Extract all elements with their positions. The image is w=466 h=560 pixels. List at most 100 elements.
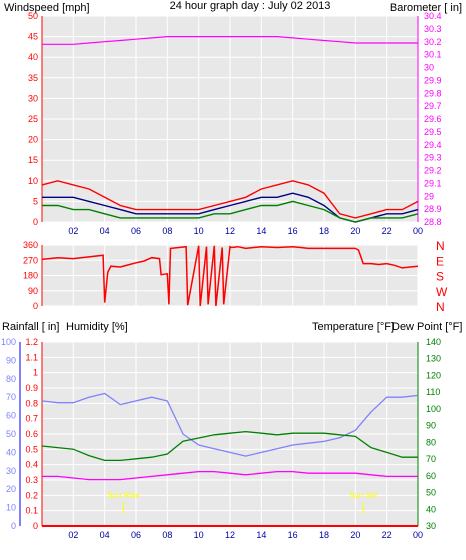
wind-gust-line — [41, 180, 419, 219]
compass-label: S — [436, 270, 444, 284]
rain-humidity-temperature-panel: 010203040506070809010000.10.20.30.40.50.… — [1, 337, 441, 540]
sun-marker-label: Sun Set — [349, 491, 378, 500]
y-tick-label: 0.7 — [25, 414, 38, 424]
y-tick-label: 360 — [23, 240, 38, 250]
y2-tick-label: 30.1 — [424, 50, 442, 60]
wind-low-line — [42, 200, 419, 223]
x-tick-label: 02 — [68, 530, 78, 540]
y2-tick-label: 120 — [426, 370, 441, 380]
humidity-axis-label: Humidity [%] — [66, 321, 128, 333]
y-tick-label: 20 — [6, 484, 16, 494]
y2-tick-label: 29.1 — [424, 178, 442, 188]
x-tick-label: 14 — [256, 226, 266, 236]
compass-label: E — [436, 254, 444, 268]
y-tick-label: 1.2 — [25, 337, 38, 347]
dew-point-line — [42, 470, 418, 481]
y-tick-label: 10 — [6, 503, 16, 513]
x-tick-label: 12 — [225, 226, 235, 236]
y-tick-label: 80 — [6, 374, 16, 384]
x-tick-label: 04 — [100, 530, 110, 540]
x-tick-label: 18 — [319, 226, 329, 236]
y-tick-label: 40 — [28, 52, 38, 62]
y-tick-label: 100 — [1, 337, 16, 347]
humidity-line — [41, 392, 419, 457]
y-tick-label: 90 — [6, 355, 16, 365]
y2-tick-label: 110 — [426, 387, 440, 397]
y-tick-label: 30 — [28, 93, 38, 103]
y2-tick-label: 29.5 — [424, 127, 442, 137]
y-tick-label: 270 — [23, 255, 38, 265]
x-tick-label: 16 — [288, 530, 298, 540]
y2-tick-label: 100 — [426, 404, 441, 414]
x-tick-label: 12 — [225, 530, 235, 540]
y-tick-label: 10 — [28, 176, 38, 186]
y-tick-label: 0 — [33, 217, 38, 227]
barometer-axis-label: Barometer [ in] — [390, 2, 462, 14]
x-tick-label: 16 — [288, 226, 298, 236]
y-tick-label: 40 — [6, 447, 16, 457]
y-tick-label: 0 — [33, 301, 38, 311]
x-tick-label: 22 — [382, 226, 392, 236]
y-tick-label: 30 — [6, 466, 16, 476]
compass-label: W — [436, 285, 448, 299]
x-tick-label: 08 — [162, 226, 172, 236]
y2-tick-label: 29.7 — [424, 101, 442, 111]
y2-tick-label: 60 — [426, 471, 436, 481]
x-tick-label: 06 — [131, 226, 141, 236]
y-tick-label: 0.8 — [25, 398, 38, 408]
y2-tick-label: 29.8 — [424, 88, 442, 98]
y-tick-label: 0.6 — [25, 429, 38, 439]
temperature-axis-label: Temperature [°F] — [312, 321, 394, 333]
y-tick-label: 0.2 — [25, 490, 38, 500]
sun-marker-label: Sun Rise — [107, 491, 140, 500]
y-tick-label: 1.1 — [25, 352, 38, 362]
y2-tick-label: 30 — [424, 63, 434, 73]
y2-tick-label: 29.9 — [424, 75, 442, 85]
y2-tick-label: 30.3 — [424, 24, 442, 34]
wind-barometer-panel: 0 5 10 15 20 25 30 35 40 45 50 28.8 28.9 29 29.1 29.2 29… — [28, 11, 442, 236]
y-tick-label: 5 — [33, 196, 38, 206]
x-tick-label: 02 — [68, 226, 78, 236]
x-tick-label: 10 — [194, 226, 204, 236]
y2-tick-label: 29 — [424, 191, 434, 201]
y-tick-label: 0 — [33, 521, 38, 531]
y-tick-label: 20 — [28, 135, 38, 145]
y-tick-label: 0.4 — [25, 460, 38, 470]
x-tick-label: 22 — [382, 530, 392, 540]
x-tick-label: 08 — [162, 530, 172, 540]
x-tick-label: 00 — [413, 226, 423, 236]
y2-tick-label: 140 — [426, 337, 441, 347]
y2-tick-label: 29.3 — [424, 153, 442, 163]
y2-tick-label: 40 — [426, 504, 436, 514]
y-tick-label: 25 — [28, 114, 38, 124]
y-tick-label: 50 — [28, 11, 38, 21]
dewpoint-axis-label: Dew Point [°F] — [392, 321, 462, 333]
y-tick-label: 180 — [23, 271, 38, 281]
y-tick-label: 15 — [28, 155, 38, 165]
x-tick-label: 00 — [413, 530, 423, 540]
y-tick-label: 0.1 — [25, 506, 38, 516]
compass-label: N — [436, 239, 445, 253]
x-tick-label: 04 — [100, 226, 110, 236]
graph-title: 24 hour graph day : July 02 2013 — [170, 0, 331, 12]
y-tick-label: 0.9 — [25, 383, 38, 393]
x-tick-label: 10 — [194, 530, 204, 540]
y2-tick-label: 130 — [426, 354, 441, 364]
y-tick-label: 70 — [6, 392, 16, 402]
y-tick-label: 0.3 — [25, 475, 38, 485]
y2-tick-label: 30.2 — [424, 37, 442, 47]
y-tick-label: 45 — [28, 32, 38, 42]
y2-tick-label: 30.4 — [424, 11, 442, 21]
y-tick-label: 1 — [33, 368, 38, 378]
y-tick-label: 35 — [28, 73, 38, 83]
x-tick-label: 18 — [319, 530, 329, 540]
x-tick-label: 14 — [256, 530, 266, 540]
windspeed-axis-label: Windspeed [mph] — [4, 2, 90, 14]
x-tick-label: 20 — [350, 530, 360, 540]
y-tick-label: 60 — [6, 411, 16, 421]
y-tick-label: 50 — [6, 429, 16, 439]
y2-tick-label: 28.9 — [424, 204, 442, 214]
